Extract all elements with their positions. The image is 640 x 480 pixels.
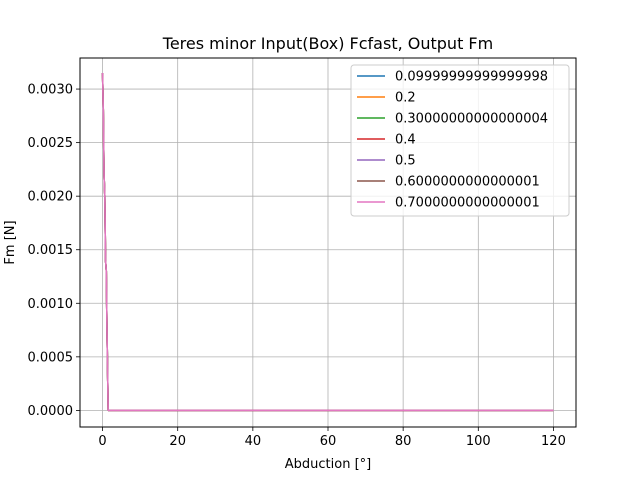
legend-label-2: 0.2 [395,91,416,106]
legend: 0.09999999999999998 0.2 0.3000000000000000… [350,64,570,217]
y-tick-label: 0.0010 [28,297,74,312]
x-tick-label: 100 [466,434,491,449]
legend-label-5: 0.5 [395,154,416,169]
x-tick-label: 80 [395,434,412,449]
chart-title: Teres minor Input(Box) Fcfast, Output Fm [162,34,493,53]
y-tick-label: 0.0030 [28,83,74,98]
series-line-7 [101,72,554,412]
y-tick-label: 0.0000 [28,404,74,419]
y-tick-label: 0.0025 [28,136,74,151]
legend-label-1: 0.09999999999999998 [395,70,548,85]
x-tick-label: 60 [320,434,337,449]
y-axis-label: Fm [N] [3,220,18,264]
y-tick-label: 0.0005 [28,350,74,365]
series-lines [101,72,554,412]
y-tick-label: 0.0015 [28,243,74,258]
x-tick-label: 40 [245,434,262,449]
x-tick-label: 0 [98,434,106,449]
axis-ticks: 0 20 40 60 80 100 120 0.0000 0.0005 0.0010 0.0015 0… [28,83,566,449]
legend-label-4: 0.4 [395,133,416,148]
legend-label-7: 0.7000000000000001 [395,196,540,211]
legend-box [350,64,570,217]
x-tick-label: 120 [541,434,566,449]
legend-label-6: 0.6000000000000001 [395,175,540,190]
y-tick-label: 0.0020 [28,190,74,205]
x-tick-label: 20 [169,434,186,449]
legend-label-3: 0.30000000000000004 [395,112,548,127]
x-axis-label: Abduction [°] [285,457,371,472]
